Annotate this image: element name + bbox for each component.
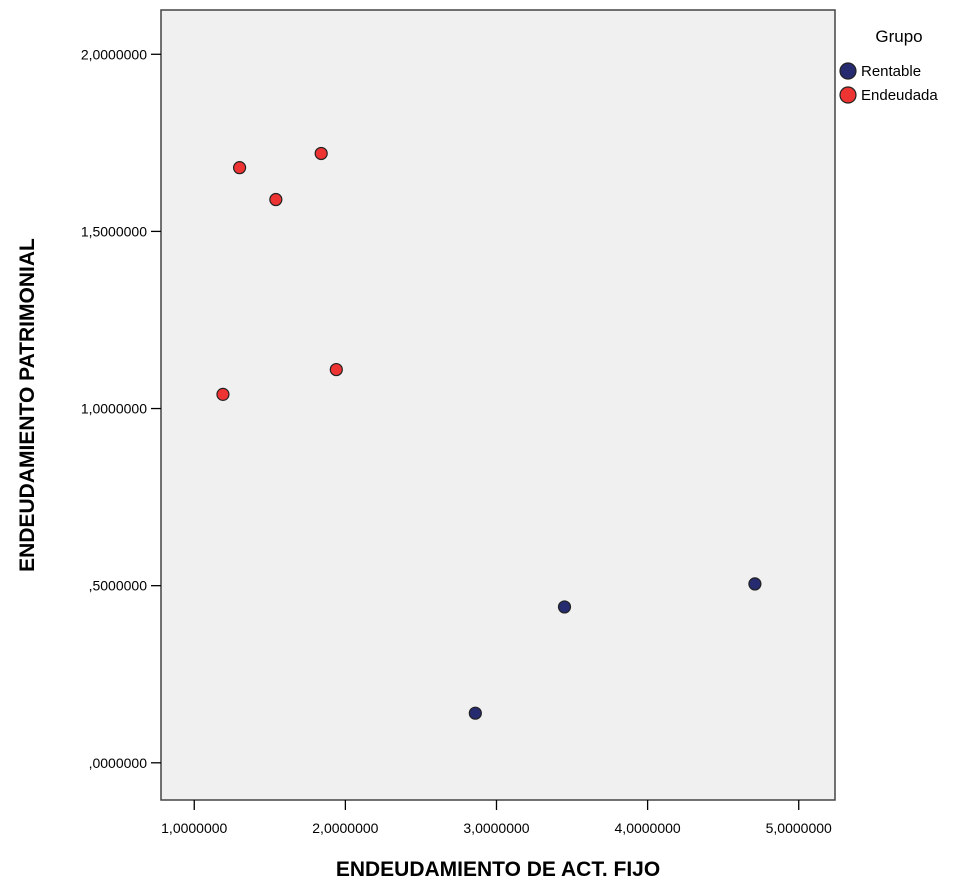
legend-marker-endeudada bbox=[839, 86, 857, 104]
legend: Grupo Rentable Endeudada bbox=[839, 27, 938, 104]
x-axis: 1,0000000 2,0000000 3,0000000 4,0000000 5,00… bbox=[161, 800, 832, 836]
y-axis-title: ENDEUDAMIENTO PATRIMONIAL bbox=[16, 238, 39, 572]
data-point-rentable bbox=[468, 706, 482, 720]
x-axis-title: ENDEUDAMIENTO DE ACT. FIJO bbox=[336, 858, 660, 881]
x-tick-label: 5,0000000 bbox=[766, 820, 832, 836]
y-tick-label: ,5000000 bbox=[89, 578, 148, 594]
x-tick-label: 4,0000000 bbox=[615, 820, 681, 836]
data-point-endeudada bbox=[216, 387, 230, 401]
y-tick-label: ,0000000 bbox=[89, 755, 148, 771]
y-tick-label: 2,0000000 bbox=[81, 46, 147, 62]
x-tick-label: 1,0000000 bbox=[161, 820, 227, 836]
legend-label-rentable: Rentable bbox=[861, 63, 921, 80]
data-point-endeudada bbox=[314, 146, 328, 161]
legend-marker-rentable bbox=[839, 62, 857, 80]
data-point-rentable bbox=[557, 600, 572, 614]
y-axis: ,0000000 ,5000000 1,0000000 1,5000000 2,0000… bbox=[81, 46, 161, 771]
data-point-endeudada bbox=[329, 362, 343, 377]
legend-label-endeudada: Endeudada bbox=[861, 87, 938, 104]
y-tick-label: 1,5000000 bbox=[81, 223, 147, 239]
data-point-endeudada bbox=[232, 161, 247, 175]
data-points bbox=[216, 146, 762, 720]
data-point-endeudada bbox=[269, 192, 283, 207]
legend-title: Grupo bbox=[875, 27, 922, 46]
data-point-rentable bbox=[748, 577, 762, 591]
x-tick-label: 3,0000000 bbox=[463, 820, 529, 836]
plot-area bbox=[160, 9, 836, 801]
y-tick-label: 1,0000000 bbox=[81, 401, 147, 417]
x-tick-label: 2,0000000 bbox=[312, 820, 378, 836]
